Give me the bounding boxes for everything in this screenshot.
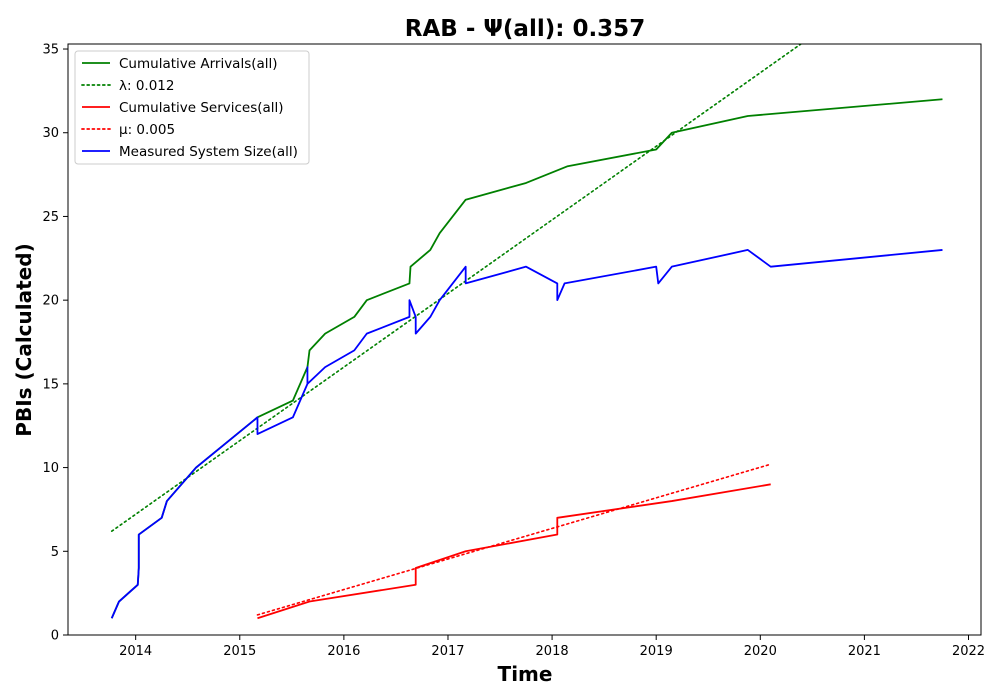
plot-frame: [67, 43, 982, 636]
x-tick-label: 2016: [327, 644, 360, 659]
legend-box: [74, 50, 310, 165]
y-axis: 0 5 10 15 20 25 30 35: [42, 43, 68, 644]
series-line-4: [110, 249, 943, 619]
plot-lines: [110, 44, 943, 620]
x-tick-label: 2018: [536, 644, 569, 659]
y-tick-label: 20: [42, 294, 59, 309]
y-tick-label: 35: [42, 43, 59, 58]
x-tick-label: 2022: [952, 644, 985, 659]
x-tick-label: 2014: [119, 644, 152, 659]
x-tick-label: 2019: [640, 644, 673, 659]
y-tick-label: 30: [42, 126, 59, 141]
legend-label: Cumulative Services(all): [119, 100, 284, 116]
y-axis-label: PBIs (Calculated): [12, 243, 36, 436]
legend-label: μ: 0.005: [119, 122, 175, 138]
chart-title: RAB - Ψ(all): 0.357: [405, 16, 645, 42]
y-tick-label: 5: [51, 545, 59, 560]
legend-label: Measured System Size(all): [119, 144, 298, 160]
legend-label: λ: 0.012: [119, 78, 174, 94]
series-line-1: [110, 44, 802, 532]
legend-label: Cumulative Arrivals(all): [119, 56, 278, 72]
legend: Cumulative Arrivals(all) λ: 0.012 Cumulati…: [74, 50, 310, 165]
y-tick-label: 0: [51, 629, 59, 644]
y-tick-label: 25: [42, 210, 59, 225]
x-tick-label: 2021: [848, 644, 881, 659]
x-axis-label: Time: [498, 662, 553, 686]
x-tick-label: 2020: [744, 644, 777, 659]
x-tick-label: 2017: [431, 644, 464, 659]
y-tick-label: 15: [42, 377, 59, 392]
x-tick-label: 2015: [223, 644, 256, 659]
series-line-2: [257, 483, 771, 620]
series-line-3: [256, 463, 772, 616]
y-tick-label: 10: [42, 461, 59, 476]
x-axis: 2014 2015 2016 2017 2018 2019 2020 2021 2022: [119, 635, 985, 659]
